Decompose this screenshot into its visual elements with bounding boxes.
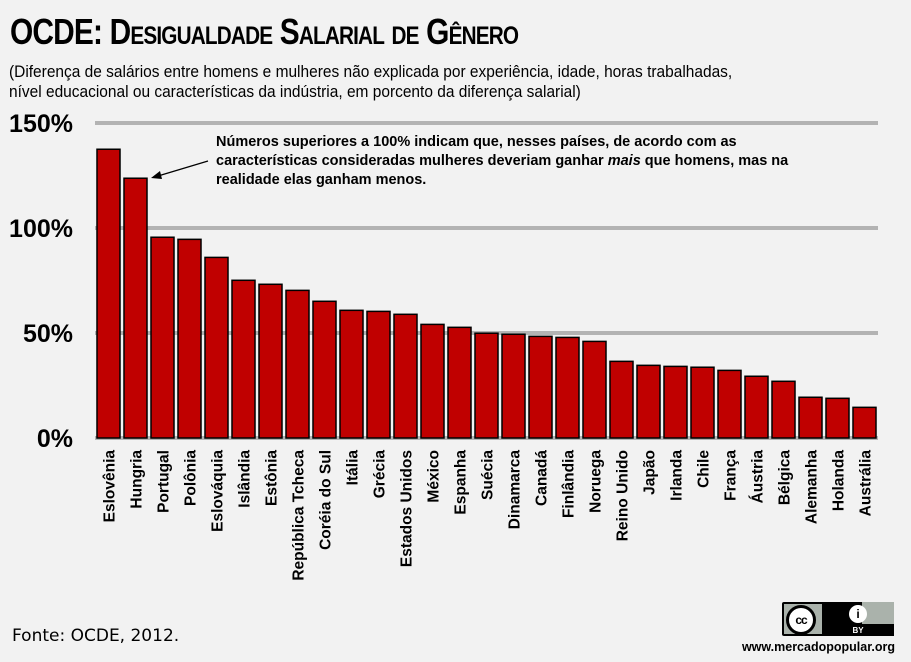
subtitle-line-1: (Diferença de salários entre homens e mu… [9,62,733,81]
annotation-arrow-head [151,171,162,179]
bar [852,406,877,439]
attribution-icon: i [849,605,867,623]
cc-by-top [862,602,894,624]
x-tick-label: Estônia [264,450,281,506]
cc-circle-icon: cc [786,605,816,635]
x-tick-label: México [426,450,443,503]
y-tick-label: 0% [37,425,73,453]
bar [717,369,742,439]
bar [690,366,715,439]
x-axis-tick-labels: Eslovênia Hungria Portugal Polônia Eslováqui… [102,450,875,581]
annotation-line-3: realidade elas ganham menos. [216,172,427,188]
x-tick-label: Irlanda [669,450,686,501]
bar [663,365,688,439]
bar [312,300,337,439]
bar [258,283,283,439]
chart-title: OCDE: Desigualdade Salarial de Gênero [10,11,519,52]
x-tick-label: Holanda [831,450,848,512]
x-tick-label: Dinamarca [507,450,524,530]
bar [528,335,553,439]
x-tick-label: Grécia [372,450,389,499]
chart-subtitle: (Diferença de salários entre homens e mu… [9,62,732,102]
annotation-line-1: Números superiores a 100% indicam que, n… [216,134,737,150]
bar [339,309,364,439]
annotation-line-2-end: que homens, mas na [640,153,789,169]
x-tick-label: Austrália [858,450,875,517]
x-tick-label: Reino Unido [615,450,632,541]
x-tick-label: Alemanha [804,450,821,524]
x-tick-label: Noruega [588,450,605,513]
bar [744,375,769,439]
x-tick-label: Áustria [750,450,767,504]
bar [771,380,796,439]
x-tick-label: Eslováquia [210,450,227,532]
x-tick-label: Itália [345,450,362,486]
creative-commons-by-icon: cc i BY [782,602,894,636]
y-tick-label: 100% [9,215,73,243]
x-tick-label: Coréia do Sul [318,450,335,550]
cc-by-area: i BY [822,602,894,636]
x-tick-label: Chile [696,450,713,488]
bar [609,360,634,439]
subtitle-line-2: nível educacional ou características da … [9,82,581,101]
bar [555,336,580,439]
bar [150,236,175,439]
x-tick-label: Japão [642,450,659,495]
annotation-emphasis: mais [607,153,641,169]
x-tick-label: Hungria [129,450,146,509]
x-tick-label: Polônia [183,450,200,506]
annotation-text: Números superiores a 100% indicam que, n… [216,133,856,190]
x-tick-label: Suécia [480,450,497,500]
bar [285,289,310,439]
x-tick-label: Islândia [237,450,254,508]
bar [204,256,229,439]
x-tick-label: França [723,450,740,501]
x-tick-label: Estados Unidos [399,450,416,567]
bar [636,364,661,439]
bar [501,333,526,439]
y-axis-tick-labels: 0% 50% 100% 150% [9,110,73,453]
annotation-line-2-start: características consideradas mulheres de… [216,153,608,169]
bar [798,396,823,439]
y-tick-label: 150% [9,110,73,138]
bar [825,397,850,439]
x-tick-label: Finlândia [561,450,578,518]
bar [447,326,472,439]
bar [582,340,607,439]
source-note: Fonte: OCDE, 2012. [12,626,180,646]
x-tick-label: Bélgica [777,450,794,506]
bar [123,177,148,439]
y-tick-label: 50% [23,320,73,348]
x-tick-label: Canadá [534,450,551,506]
website-link[interactable]: www.mercadopopular.org [741,640,895,654]
annotation-arrow-line [157,160,209,177]
bar [420,323,445,439]
cc-by-label: BY [852,626,864,635]
bar [474,332,499,439]
annotation-line-2: características consideradas mulheres de… [216,152,856,171]
x-tick-label: Espanha [453,450,470,515]
bar [231,279,256,439]
bar [177,238,202,439]
bar [393,313,418,439]
x-tick-label: Eslovênia [102,450,119,523]
x-tick-label: República Tcheca [291,450,308,581]
bar [366,310,391,439]
x-tick-label: Portugal [156,450,173,513]
bars [96,148,877,439]
annotation-arrow [151,160,209,179]
bar [96,148,121,439]
